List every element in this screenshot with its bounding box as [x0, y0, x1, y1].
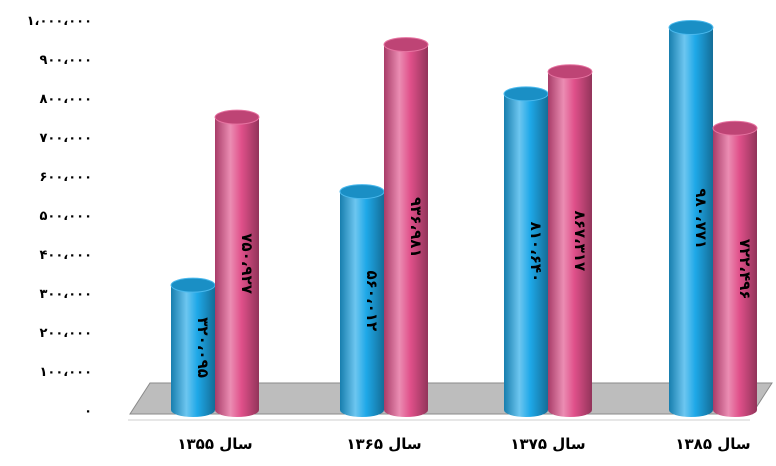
bar-value-label: ۹۸۰،۷۷۱ — [692, 188, 710, 249]
y-tick-label: ۷۰۰،۰۰۰ — [39, 131, 92, 146]
bar-value-label: ۳۲۰،۰۹۵ — [194, 317, 212, 378]
bar-body — [713, 128, 757, 417]
bar: ۷۵۰،۹۲۷ — [214, 109, 260, 417]
x-axis: سال ۱۳۵۵ سال ۱۳۶۵ سال ۱۳۷۵ سال ۱۳۸۵ — [177, 435, 750, 453]
bar-value-label: ۷۵۰،۹۲۷ — [238, 233, 256, 294]
y-tick-label: ۹۰۰،۰۰۰ — [39, 53, 92, 68]
bar-top — [214, 109, 260, 125]
bar: ۸۱۰،۶۴۰ — [503, 86, 549, 417]
y-tick-label: ۳۰۰،۰۰۰ — [39, 287, 92, 302]
y-tick-label: ۶۰۰،۰۰۰ — [39, 170, 92, 185]
y-tick-label: ۰ — [84, 404, 92, 419]
bar-value-label: ۸۶۷،۳۱۷ — [571, 211, 589, 272]
bar-body — [215, 117, 259, 417]
y-tick-label: ۵۰۰،۰۰۰ — [39, 209, 92, 224]
x-tick-label: سال ۱۳۸۵ — [675, 435, 750, 453]
bar-top — [712, 120, 758, 136]
bar: ۵۶۰،۰۱۲ — [339, 184, 385, 417]
bar: ۹۸۰،۷۷۱ — [668, 19, 714, 418]
bar-value-label: ۷۲۲،۴۹۶ — [736, 239, 754, 300]
y-tick-label: ۱،۰۰۰،۰۰۰ — [27, 14, 92, 29]
bar-top — [170, 277, 216, 293]
bar-body — [384, 44, 428, 417]
bar-top — [668, 19, 714, 35]
y-tick-label: ۱۰۰،۰۰۰ — [39, 365, 92, 380]
bar-body — [669, 27, 713, 418]
y-tick-label: ۲۰۰،۰۰۰ — [39, 326, 92, 341]
bars: ۳۲۰،۰۹۵ ۷۵۰،۹۲۷ ۵۶۰،۰۱۲ ۹۳۶،۹۸۱ ۸۱۰،۶۴۰ ۸۶۷،۳… — [170, 19, 758, 418]
bar-value-label: ۹۳۶،۹۸۱ — [407, 197, 425, 258]
bar-value-label: ۵۶۰،۰۱۲ — [363, 270, 381, 331]
bar-body — [548, 71, 592, 417]
bar-top — [547, 64, 593, 80]
bar-body — [504, 93, 548, 417]
y-tick-label: ۴۰۰،۰۰۰ — [39, 248, 92, 263]
bar-top — [383, 37, 429, 53]
bar: ۹۳۶،۹۸۱ — [383, 37, 429, 417]
y-axis: ۰ ۱۰۰،۰۰۰ ۲۰۰،۰۰۰ ۳۰۰،۰۰۰ ۴۰۰،۰۰۰ ۵۰۰،۰۰۰ ۶۰۰،… — [27, 14, 92, 419]
bar: ۳۲۰،۰۹۵ — [170, 277, 216, 417]
bar-value-label: ۸۱۰،۶۴۰ — [527, 222, 545, 283]
bar-top — [503, 86, 549, 102]
bar-body — [340, 191, 384, 417]
bar: ۸۶۷،۳۱۷ — [547, 64, 593, 417]
x-tick-label: سال ۱۳۶۵ — [346, 435, 421, 453]
x-tick-label: سال ۱۳۷۵ — [510, 435, 585, 453]
bar-top — [339, 184, 385, 200]
x-tick-label: سال ۱۳۵۵ — [177, 435, 252, 453]
bar-body — [171, 285, 215, 417]
y-tick-label: ۸۰۰،۰۰۰ — [39, 92, 92, 107]
bar: ۷۲۲،۴۹۶ — [712, 120, 758, 417]
